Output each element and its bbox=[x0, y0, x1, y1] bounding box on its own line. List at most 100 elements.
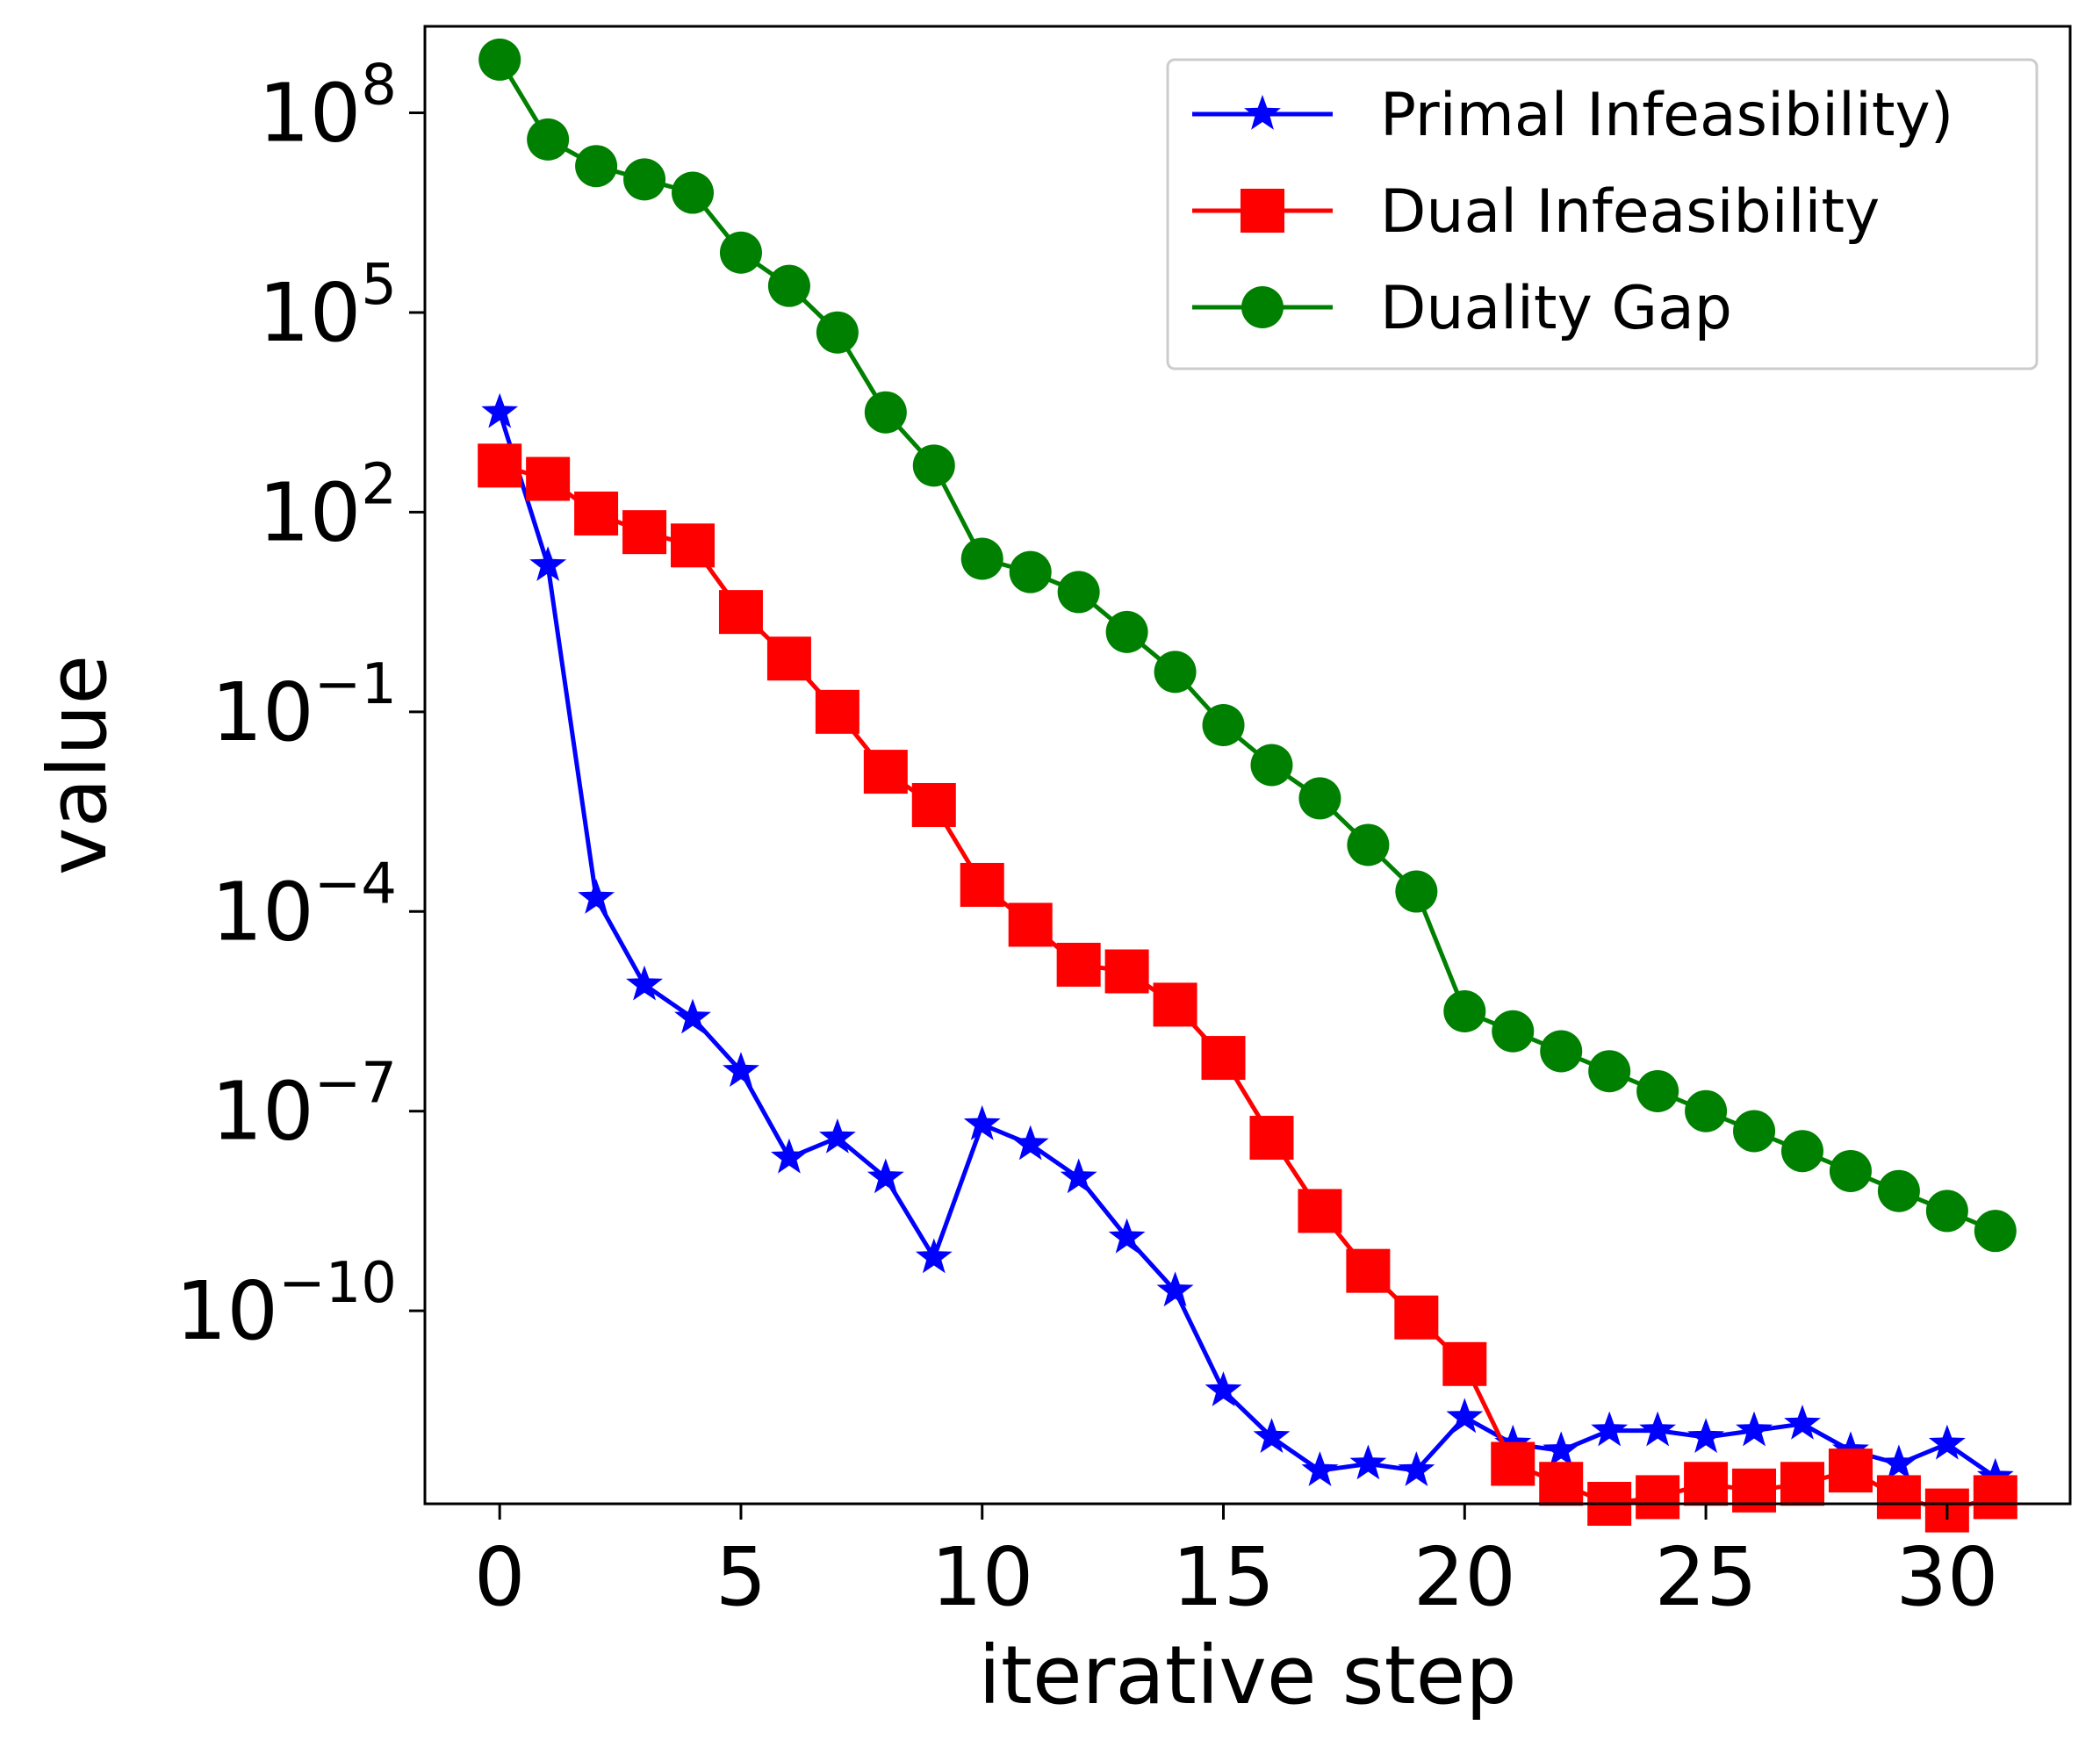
data-point bbox=[1928, 1424, 1966, 1460]
series-duality-gap bbox=[478, 38, 2017, 1253]
data-point bbox=[1780, 1130, 1823, 1173]
data-point bbox=[1829, 1149, 1872, 1192]
data-point bbox=[1780, 1462, 1824, 1506]
data-point bbox=[1298, 777, 1341, 820]
y-tick-label: 10−7 bbox=[212, 1052, 397, 1159]
x-axis-label: iterative step bbox=[978, 1628, 1516, 1722]
data-point bbox=[1925, 1190, 1968, 1233]
x-tick-label: 15 bbox=[1172, 1530, 1275, 1624]
data-point bbox=[1347, 823, 1390, 866]
data-point bbox=[1156, 1271, 1194, 1307]
data-point bbox=[1685, 1089, 1728, 1132]
x-tick-label: 25 bbox=[1655, 1530, 1758, 1624]
data-point bbox=[1009, 550, 1052, 593]
data-point bbox=[864, 391, 907, 434]
x-axis-ticks: 0 5 10 15 20 25 30 bbox=[474, 1504, 1998, 1624]
data-point bbox=[1828, 1448, 1873, 1493]
data-point bbox=[1733, 1110, 1776, 1153]
data-point bbox=[1205, 1371, 1242, 1406]
data-point bbox=[963, 1104, 1001, 1140]
legend-marker bbox=[1244, 95, 1281, 130]
y-tick-label: 10−10 bbox=[176, 1251, 397, 1358]
data-point bbox=[575, 145, 618, 188]
y-tick-label: 10−4 bbox=[212, 852, 397, 959]
data-point bbox=[867, 1158, 904, 1194]
data-point bbox=[1301, 1451, 1339, 1486]
x-tick-label: 5 bbox=[716, 1530, 767, 1624]
data-point bbox=[819, 1118, 856, 1154]
legend-label: Dual Infeasibility bbox=[1380, 177, 1880, 247]
data-point bbox=[960, 537, 1003, 580]
data-point bbox=[1202, 704, 1245, 747]
y-tick-label: 102 bbox=[258, 452, 397, 559]
data-point bbox=[481, 392, 519, 428]
data-point bbox=[1639, 1411, 1676, 1447]
data-point bbox=[578, 879, 615, 914]
legend-item: Dual Infeasibility bbox=[1192, 177, 1880, 247]
data-point bbox=[1346, 1248, 1391, 1293]
data-point bbox=[1395, 870, 1438, 913]
data-point bbox=[1060, 1158, 1097, 1194]
legend-item: Primal Infeasibility) bbox=[1192, 81, 1953, 150]
y-tick-base: 10 bbox=[258, 67, 361, 161]
data-point bbox=[1250, 744, 1293, 787]
data-point bbox=[1443, 990, 1486, 1032]
y-tick-exponent: 8 bbox=[361, 54, 397, 119]
data-point bbox=[816, 311, 859, 354]
data-point bbox=[1011, 1125, 1049, 1161]
legend: Primal Infeasibility) Dual Infeasibility D… bbox=[1166, 58, 2039, 370]
data-point bbox=[719, 231, 762, 274]
x-tick-label: 20 bbox=[1413, 1530, 1516, 1624]
plot-area bbox=[478, 38, 2017, 1533]
data-point bbox=[912, 444, 955, 487]
data-point bbox=[1974, 1210, 2017, 1253]
data-point bbox=[1108, 1218, 1146, 1254]
y-tick-label: 105 bbox=[258, 253, 397, 360]
y-tick-base: 10 bbox=[258, 266, 361, 360]
data-point bbox=[771, 1138, 808, 1174]
data-point bbox=[1973, 1475, 2017, 1520]
data-point bbox=[960, 862, 1004, 907]
data-point bbox=[1253, 1418, 1291, 1453]
y-tick-base: 10 bbox=[212, 1065, 314, 1159]
data-point bbox=[672, 171, 715, 214]
data-point bbox=[718, 590, 763, 635]
data-point bbox=[1684, 1462, 1729, 1506]
data-point bbox=[1732, 1468, 1777, 1513]
data-point bbox=[766, 636, 811, 681]
data-point bbox=[1153, 982, 1197, 1027]
data-point bbox=[1394, 1295, 1439, 1340]
data-point bbox=[671, 523, 716, 568]
data-point bbox=[1446, 1398, 1484, 1434]
data-point bbox=[1881, 1444, 1917, 1480]
data-point bbox=[1398, 1451, 1435, 1486]
x-tick-label: 30 bbox=[1895, 1530, 1998, 1624]
y-tick-label: 108 bbox=[258, 54, 397, 161]
data-point bbox=[674, 998, 711, 1034]
data-point bbox=[1539, 1462, 1584, 1506]
data-point bbox=[1540, 1030, 1583, 1073]
data-point bbox=[1591, 1411, 1629, 1447]
data-point bbox=[527, 118, 570, 161]
data-point bbox=[1349, 1444, 1387, 1480]
y-tick-exponent: −1 bbox=[314, 652, 397, 717]
data-point bbox=[1876, 1475, 1921, 1520]
data-point bbox=[1588, 1050, 1631, 1093]
data-point bbox=[478, 38, 521, 81]
data-point bbox=[1736, 1411, 1773, 1447]
y-tick-exponent: −7 bbox=[314, 1052, 397, 1117]
y-axis-label: value bbox=[31, 655, 125, 875]
data-point bbox=[526, 456, 571, 501]
legend-marker bbox=[1241, 189, 1284, 233]
y-tick-base: 10 bbox=[176, 1264, 278, 1358]
data-point bbox=[1154, 651, 1197, 694]
data-point bbox=[1249, 1116, 1294, 1161]
data-point bbox=[1492, 1010, 1535, 1053]
legend-box bbox=[1166, 58, 2039, 370]
axes-frame bbox=[423, 25, 2072, 1506]
data-point bbox=[529, 546, 567, 581]
series-dual-infeasibility bbox=[478, 443, 2017, 1533]
data-point bbox=[863, 750, 908, 794]
data-point bbox=[1636, 1069, 1679, 1112]
